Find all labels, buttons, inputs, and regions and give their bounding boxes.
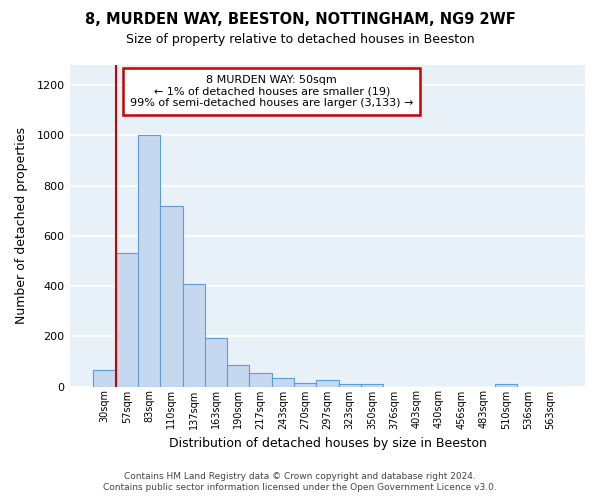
Bar [294, 382, 316, 386]
Bar [94, 370, 116, 386]
Bar [361, 384, 383, 386]
Bar [160, 206, 182, 386]
Text: Size of property relative to detached houses in Beeston: Size of property relative to detached ho… [125, 32, 475, 46]
Text: Contains HM Land Registry data © Crown copyright and database right 2024.
Contai: Contains HM Land Registry data © Crown c… [103, 472, 497, 492]
Bar [250, 372, 272, 386]
Bar [116, 254, 138, 386]
Bar [205, 338, 227, 386]
Bar [495, 384, 517, 386]
Text: 8 MURDEN WAY: 50sqm
← 1% of detached houses are smaller (19)
99% of semi-detache: 8 MURDEN WAY: 50sqm ← 1% of detached hou… [130, 75, 413, 108]
Bar [227, 365, 250, 386]
Y-axis label: Number of detached properties: Number of detached properties [15, 128, 28, 324]
Bar [138, 136, 160, 386]
Bar [316, 380, 338, 386]
Bar [338, 384, 361, 386]
X-axis label: Distribution of detached houses by size in Beeston: Distribution of detached houses by size … [169, 437, 487, 450]
Bar [182, 284, 205, 387]
Bar [272, 378, 294, 386]
Text: 8, MURDEN WAY, BEESTON, NOTTINGHAM, NG9 2WF: 8, MURDEN WAY, BEESTON, NOTTINGHAM, NG9 … [85, 12, 515, 28]
